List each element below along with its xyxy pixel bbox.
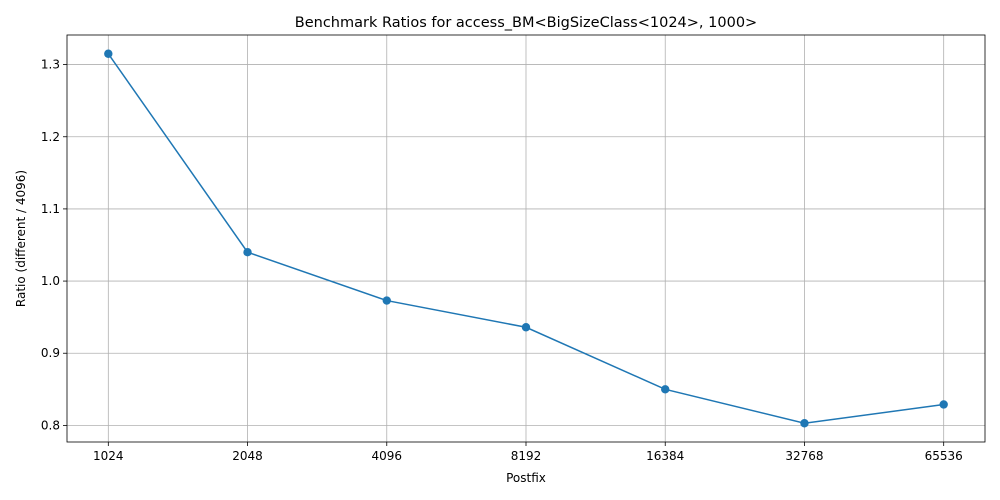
x-tick-label: 4096 <box>371 449 402 463</box>
chart-title: Benchmark Ratios for access_BM<BigSizeCl… <box>295 15 757 31</box>
y-tick-label: 1.3 <box>41 58 60 72</box>
data-point <box>800 419 809 428</box>
y-tick-label: 1.0 <box>41 274 60 288</box>
x-tick-label: 2048 <box>232 449 263 463</box>
x-axis-label: Postfix <box>506 471 546 485</box>
data-point <box>243 248 252 257</box>
y-axis-label: Ratio (different / 4096) <box>14 170 28 307</box>
plot-frame <box>66 34 986 443</box>
grid-layer <box>67 35 985 442</box>
data-point <box>382 296 391 305</box>
data-point <box>521 323 531 332</box>
y-tick-label: 1.2 <box>41 130 60 144</box>
x-tick-label: 1024 <box>93 449 124 463</box>
data-point <box>661 385 670 394</box>
data-point <box>104 49 113 58</box>
y-tick-label: 0.8 <box>41 418 60 432</box>
data-point <box>939 400 948 409</box>
x-tick-label: 8192 <box>511 449 542 463</box>
axes-layer: 1024 2048 4096 8192 16384 32768 65536 0.8 0.9 1.0… <box>41 34 986 463</box>
x-tick-label: 65536 <box>925 449 963 463</box>
series-layer <box>104 49 948 428</box>
x-tick-label: 16384 <box>646 449 684 463</box>
y-tick-label: 1.1 <box>41 202 60 216</box>
y-tick-label: 0.9 <box>41 346 60 360</box>
x-tick-label: 32768 <box>785 449 823 463</box>
